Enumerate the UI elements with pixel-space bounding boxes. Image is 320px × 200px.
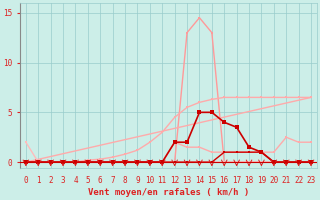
X-axis label: Vent moyen/en rafales ( km/h ): Vent moyen/en rafales ( km/h ) bbox=[88, 188, 249, 197]
